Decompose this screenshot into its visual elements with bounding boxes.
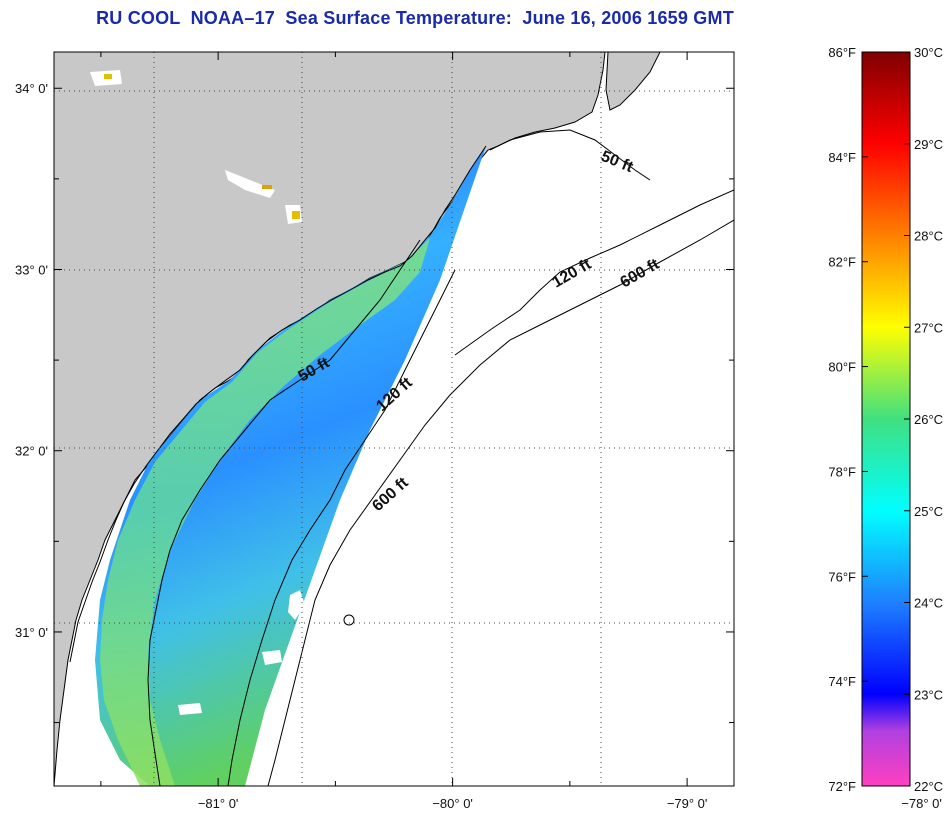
x-tick-label: −80° 0' <box>432 796 473 811</box>
seamount-contour <box>343 614 355 626</box>
colorbar-f-label: 78°F <box>828 464 856 479</box>
y-tick-label: 32° 0' <box>15 444 48 459</box>
y-tick-label: 31° 0' <box>15 625 48 640</box>
colorbar-fahrenheit-labels: 86°F 84°F 82°F 80°F 78°F 76°F 74°F 72°F <box>828 45 868 794</box>
colorbar-f-label: 84°F <box>828 150 856 165</box>
contour-120ft-north <box>454 189 734 356</box>
map-frame <box>53 51 735 787</box>
colorbar-celsius-labels: 30°C 29°C 28°C 27°C 26°C 25°C 24°C 23°C 22°C <box>904 45 943 794</box>
map-title: RU COOL NOAA–17 Sea Surface Temperature:… <box>96 8 734 28</box>
x-tick-label: −78° 0' <box>901 796 942 811</box>
y-tick-label: 33° 0' <box>15 262 48 277</box>
colorbar-f-label: 80°F <box>828 360 856 375</box>
colorbar-c-label: 29°C <box>914 137 943 152</box>
colorbar: 86°F 84°F 82°F 80°F 78°F 76°F 74°F 72°F 30°C 29°… <box>828 45 943 794</box>
land-area-ne <box>605 52 661 111</box>
x-tick-label: −79° 0' <box>667 796 708 811</box>
colorbar-c-label: 28°C <box>914 229 943 244</box>
warm-pixel <box>292 211 300 219</box>
warm-pixel <box>262 185 272 189</box>
contour-50ft <box>147 239 421 786</box>
colorbar-c-label: 23°C <box>914 687 943 702</box>
contour-50ft-north <box>489 129 651 181</box>
gridlines <box>54 52 734 786</box>
cloud-gap <box>178 703 202 715</box>
colorbar-f-label: 82°F <box>828 255 856 270</box>
colorbar-scale <box>861 51 911 787</box>
colorbar-c-label: 25°C <box>914 504 943 519</box>
colorbar-c-label: 30°C <box>914 45 943 60</box>
y-tick-label: 34° 0' <box>15 81 48 96</box>
contour-120ft <box>227 269 456 786</box>
coastline <box>69 145 487 663</box>
sst-swath <box>95 146 486 786</box>
colorbar-c-label: 24°C <box>914 596 943 611</box>
map-axes: −81° 0' −80° 0' −79° 0' −78° 0' 34° 0' 33° 0'… <box>15 52 942 811</box>
x-tick-label: −81° 0' <box>198 796 239 811</box>
cloud-gap <box>262 650 282 665</box>
colorbar-c-label: 26°C <box>914 412 943 427</box>
cloud-gap <box>288 590 305 620</box>
warm-pixel <box>104 74 112 79</box>
colorbar-f-label: 72°F <box>828 779 856 794</box>
colorbar-f-label: 86°F <box>828 45 856 60</box>
colorbar-c-label: 27°C <box>914 320 943 335</box>
contour-600ft <box>267 219 734 786</box>
sst-nearshore-band <box>100 238 430 786</box>
colorbar-f-label: 76°F <box>828 569 856 584</box>
colorbar-c-label: 22°C <box>914 779 943 794</box>
inland-water <box>225 170 275 198</box>
colorbar-f-label: 74°F <box>828 674 856 689</box>
